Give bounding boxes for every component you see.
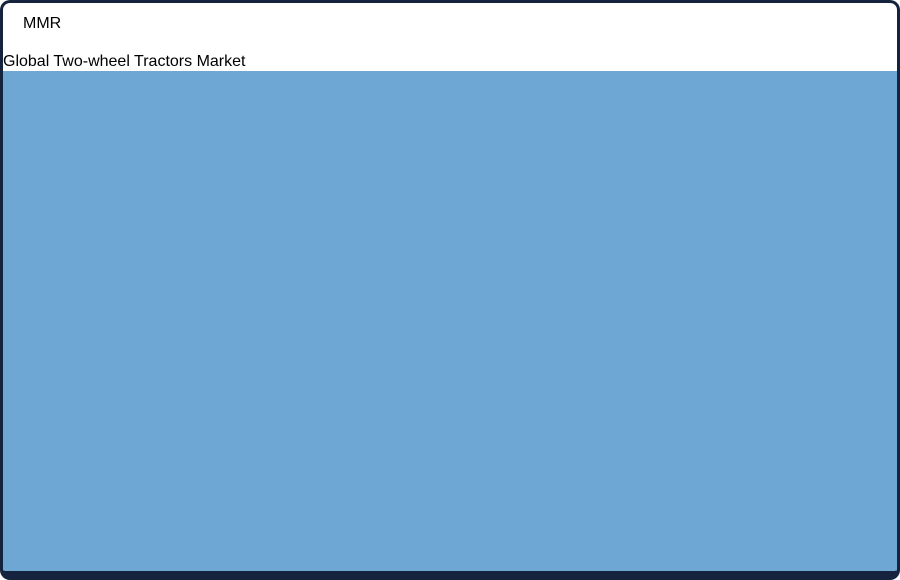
bar-column bbox=[3, 429, 897, 560]
bar-column bbox=[3, 560, 897, 571]
header-note-left bbox=[3, 3, 897, 28]
mmr-logo: MMR bbox=[23, 15, 163, 79]
bar-column bbox=[3, 304, 897, 429]
bar bbox=[3, 429, 897, 560]
bar-chart: 16.65 Bn23.12 Bn bbox=[3, 71, 897, 571]
globe-icon bbox=[29, 21, 75, 67]
bar bbox=[3, 71, 897, 185]
bolt-icon bbox=[3, 3, 897, 28]
header-note-right bbox=[3, 27, 897, 53]
bar-column bbox=[3, 71, 897, 185]
bar bbox=[3, 560, 897, 571]
bar bbox=[3, 185, 897, 304]
page-title: Global Two-wheel Tractors Market bbox=[3, 53, 246, 70]
logo-text: MMR bbox=[23, 15, 62, 32]
bar-column bbox=[3, 185, 897, 304]
bar bbox=[3, 304, 897, 429]
flame-icon bbox=[3, 27, 897, 53]
